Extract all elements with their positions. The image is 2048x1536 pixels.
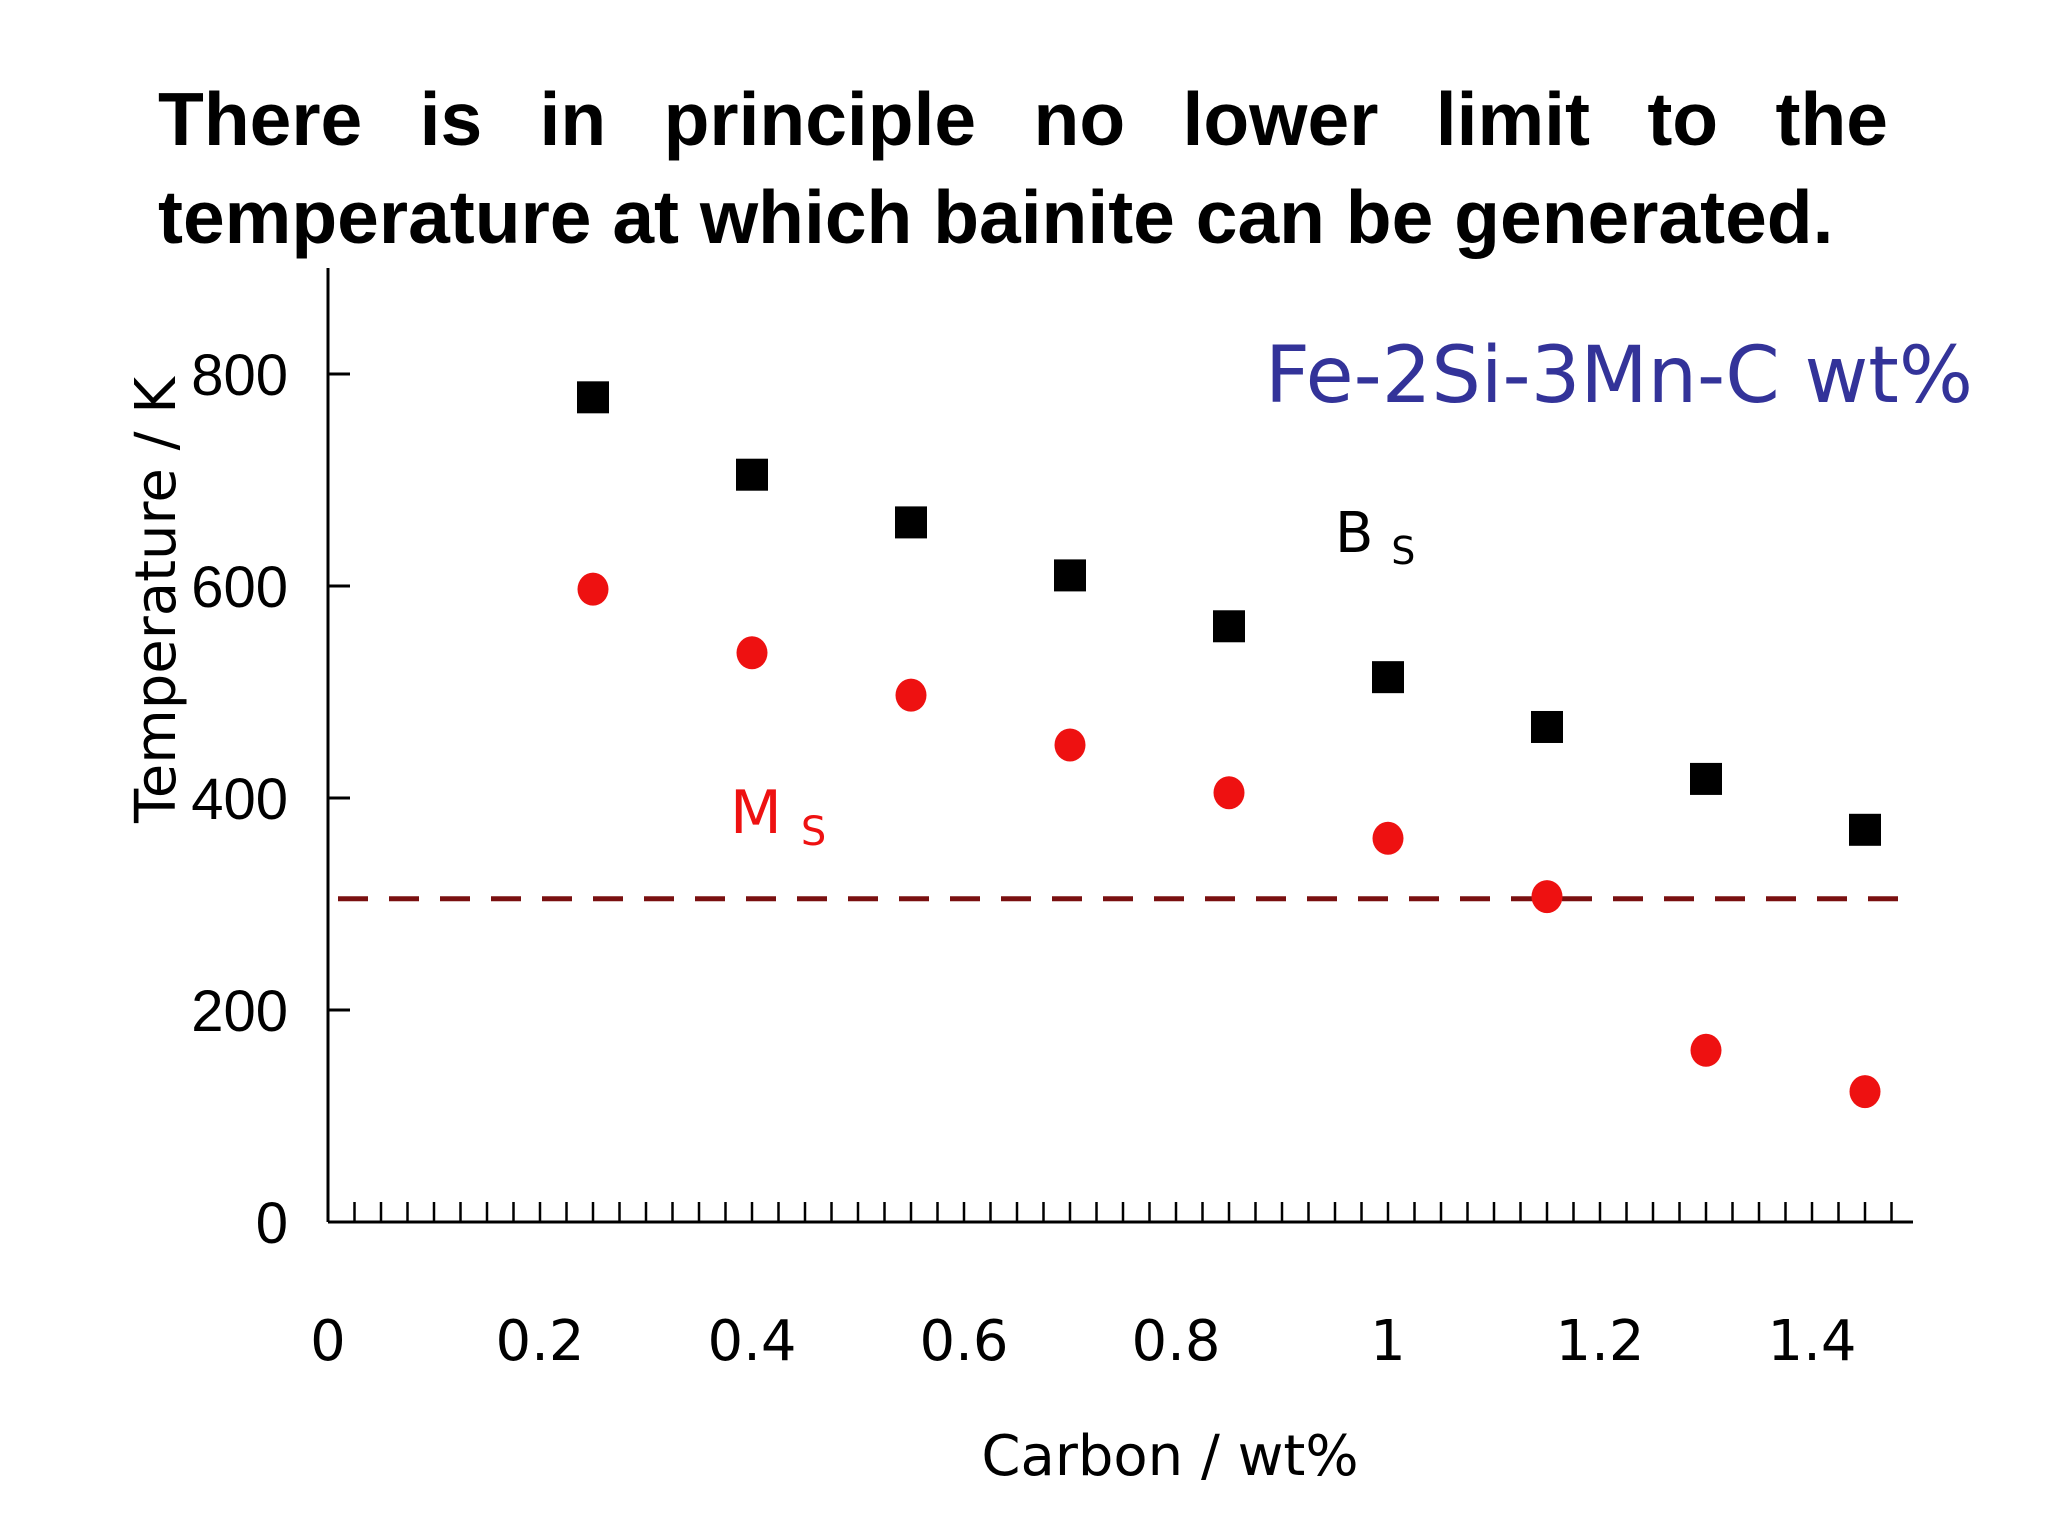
x-tick-label: 1.2	[1555, 1309, 1644, 1374]
bs-point	[1213, 610, 1245, 643]
bs-point	[1054, 559, 1086, 592]
slide-title: There is in principle no lower limit to …	[158, 77, 1888, 259]
x-tick-label: 0.8	[1131, 1309, 1220, 1374]
bs-point	[736, 458, 768, 491]
x-tick-label: 1.4	[1767, 1309, 1856, 1374]
x-tick-label: 1	[1370, 1309, 1406, 1374]
data-points	[577, 381, 1881, 1109]
y-axis-ticks	[328, 372, 350, 1012]
ms-point	[895, 678, 927, 712]
ms-point	[1372, 821, 1404, 855]
x-axis-title: Carbon / wt%	[981, 1424, 1358, 1489]
bs-annotation: B S	[1335, 501, 1415, 573]
y-tick-label: 0	[256, 1191, 288, 1256]
bs-point	[1531, 710, 1563, 743]
y-axis-title: Temperature / K	[124, 376, 189, 824]
ms-point	[577, 572, 609, 606]
y-tick-label: 200	[191, 979, 288, 1044]
bs-label-main: B	[1335, 501, 1373, 566]
x-axis-tick-labels: 0 0.2 0.4 0.6 0.8 1 1.2 1.4	[310, 1309, 1856, 1374]
bs-point	[895, 506, 927, 539]
x-tick-label: 0.4	[707, 1309, 796, 1374]
bs-label-sub: S	[1391, 529, 1415, 573]
bs-point	[1849, 813, 1881, 846]
x-tick-label: 0.6	[919, 1309, 1008, 1374]
bs-point	[1372, 661, 1404, 694]
bs-point	[577, 381, 609, 414]
ms-point	[1054, 728, 1086, 762]
ms-point	[1531, 880, 1563, 914]
ms-point	[736, 636, 768, 670]
x-tick-label: 0	[310, 1309, 346, 1374]
ms-point	[1690, 1033, 1722, 1067]
x-axis-minor-ticks	[353, 1202, 1893, 1222]
x-tick-label: 0.2	[495, 1309, 584, 1374]
y-axis-tick-labels: 0 200 400 600 800	[191, 343, 288, 1256]
y-tick-label: 400	[191, 767, 288, 832]
ms-point	[1849, 1075, 1881, 1109]
y-tick-label: 600	[191, 555, 288, 620]
alloy-annotation: Fe-2Si-3Mn-C wt%	[1265, 331, 1973, 421]
ms-point	[1213, 776, 1245, 810]
ms-label-sub: S	[801, 809, 826, 855]
ms-annotation: M S	[730, 778, 826, 855]
y-tick-label: 800	[191, 343, 288, 408]
ms-label-main: M	[730, 778, 782, 848]
bs-point	[1690, 762, 1722, 795]
